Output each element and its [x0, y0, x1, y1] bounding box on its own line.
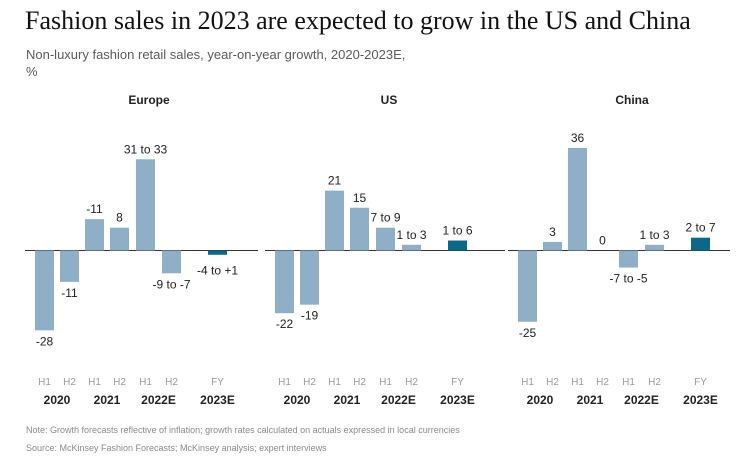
bar	[275, 250, 294, 314]
year-label: 2022E	[381, 393, 416, 407]
bar	[543, 241, 562, 251]
panel-title: China	[615, 93, 649, 107]
year-label: 2022E	[141, 393, 176, 407]
source-note: Source: McKinsey Fashion Forecasts; McKi…	[26, 443, 327, 453]
category-label: H2	[353, 377, 366, 388]
data-label: -11	[86, 202, 103, 216]
panel-title: US	[381, 93, 398, 107]
chart-title: Fashion sales in 2023 are expected to gr…	[25, 6, 691, 35]
category-label: H1	[278, 377, 291, 388]
category-label: H1	[521, 377, 534, 388]
bar	[136, 159, 155, 251]
data-label: 1 to 6	[442, 224, 472, 238]
year-label: 2020	[284, 393, 311, 407]
category-label: H1	[88, 377, 101, 388]
category-label: H2	[165, 377, 178, 388]
chart-unit: %	[26, 64, 38, 79]
bar	[568, 147, 587, 251]
year-label: 2023E	[683, 393, 718, 407]
category-label: H1	[38, 377, 51, 388]
bar	[162, 250, 181, 274]
data-label: 31 to 33	[124, 142, 168, 156]
data-label: -28	[36, 334, 54, 348]
data-label: -25	[519, 326, 537, 340]
year-label: 2023E	[200, 393, 235, 407]
category-label: H2	[303, 377, 316, 388]
data-label: 15	[353, 191, 367, 205]
year-label: 2020	[44, 393, 71, 407]
category-label: H2	[596, 377, 609, 388]
bar	[60, 250, 79, 282]
bar	[691, 237, 710, 251]
data-label: 3	[549, 225, 556, 239]
data-label: 21	[328, 174, 342, 188]
year-label: 2021	[334, 393, 361, 407]
category-label: H1	[379, 377, 392, 388]
bar	[110, 227, 129, 251]
year-label: 2021	[577, 393, 604, 407]
data-label: -19	[301, 309, 319, 323]
category-label: FY	[694, 377, 707, 388]
category-label: H1	[622, 377, 635, 388]
data-label: 1 to 3	[639, 228, 669, 242]
category-label: H2	[405, 377, 418, 388]
data-label: -4 to +1	[197, 264, 238, 278]
bar	[448, 240, 467, 251]
data-label: 2 to 7	[685, 221, 715, 235]
data-label: 36	[571, 131, 585, 145]
data-label: -7 to -5	[609, 272, 647, 286]
bar	[619, 250, 638, 268]
bar	[350, 207, 369, 251]
panel-title: Europe	[128, 93, 170, 107]
category-label: H1	[139, 377, 152, 388]
chart-subtitle: Non-luxury fashion retail sales, year-on…	[26, 47, 406, 62]
data-label: -22	[276, 317, 294, 331]
category-label: H2	[113, 377, 126, 388]
bar	[518, 250, 537, 322]
year-label: 2020	[527, 393, 554, 407]
year-label: 2021	[94, 393, 121, 407]
data-label: 0	[599, 234, 606, 248]
data-label: 1 to 3	[396, 228, 426, 242]
category-label: FY	[211, 377, 224, 388]
data-label: 7 to 9	[370, 211, 400, 225]
category-label: FY	[451, 377, 464, 388]
category-label: H2	[546, 377, 559, 388]
bar	[645, 244, 664, 251]
category-label: H1	[571, 377, 584, 388]
data-label: -9 to -7	[152, 277, 190, 291]
category-label: H2	[648, 377, 661, 388]
footnote: Note: Growth forecasts reflective of inf…	[26, 425, 460, 435]
bar	[376, 227, 395, 251]
category-label: H1	[328, 377, 341, 388]
data-label: 8	[116, 211, 123, 225]
bar	[85, 219, 104, 251]
bar	[35, 250, 54, 331]
year-label: 2023E	[440, 393, 475, 407]
bar	[402, 244, 421, 251]
category-label: H2	[63, 377, 76, 388]
bar	[208, 250, 227, 255]
year-label: 2022E	[624, 393, 659, 407]
bar	[325, 190, 344, 251]
data-label: -11	[61, 286, 78, 300]
bar	[300, 250, 319, 305]
